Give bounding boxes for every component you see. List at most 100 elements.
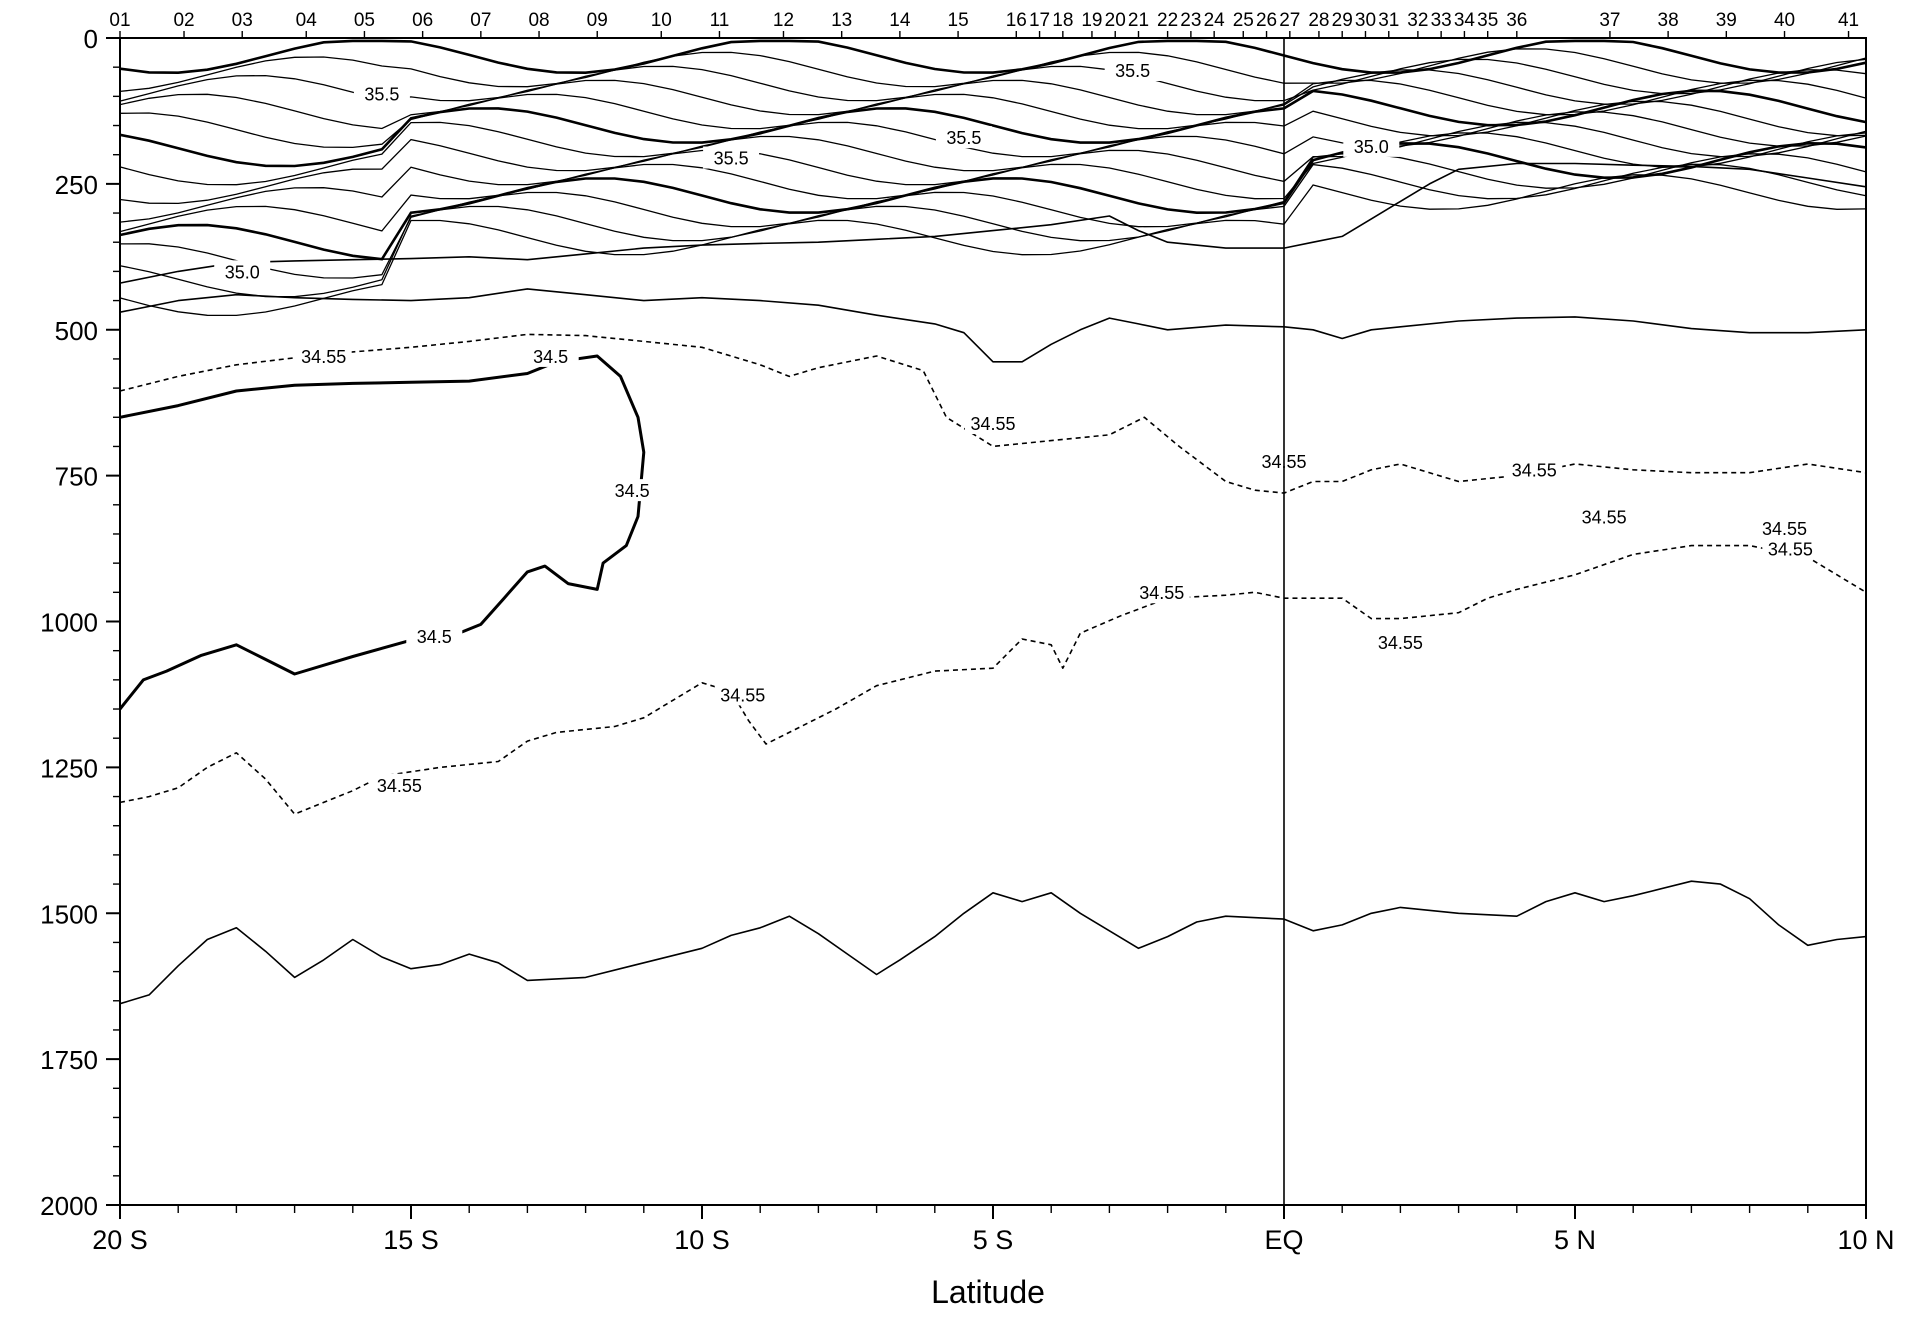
station-label: 18 bbox=[1052, 10, 1073, 31]
x-tick-label: 10 S bbox=[674, 1225, 730, 1255]
contour-label-bg bbox=[522, 344, 579, 367]
y-tick-label: 750 bbox=[55, 462, 98, 492]
upper-isohaline bbox=[119, 141, 1867, 261]
x-tick-label: 5 N bbox=[1554, 1225, 1596, 1255]
contour-label-bg bbox=[1343, 134, 1400, 157]
contour-labels: 35.5 35.5 35.5 35.5 35.0 35.0 34.55 34.5 34.5 34.… bbox=[214, 59, 1819, 796]
contour-label: 34.55 bbox=[970, 414, 1015, 434]
station-label: 16 bbox=[1006, 10, 1027, 31]
contour-label-bg bbox=[1506, 458, 1563, 481]
station-label: 08 bbox=[528, 10, 549, 31]
upper-isohaline bbox=[119, 100, 1867, 186]
contour-label-bg bbox=[1133, 581, 1190, 604]
upper-isohaline bbox=[119, 39, 1867, 75]
x-axis-title: Latitude bbox=[931, 1274, 1045, 1310]
station-label: 34 bbox=[1454, 10, 1476, 31]
y-tick-label: 1500 bbox=[40, 899, 98, 929]
x-tick-label: 20 S bbox=[92, 1225, 148, 1255]
station-label: 29 bbox=[1332, 10, 1353, 31]
contour-label-bg bbox=[1756, 517, 1813, 540]
contour-line bbox=[118, 354, 646, 710]
contour-label: 35.5 bbox=[1115, 61, 1150, 81]
station-label: 33 bbox=[1431, 10, 1452, 31]
station-label: 06 bbox=[412, 10, 433, 31]
station-label: 01 bbox=[109, 10, 130, 31]
y-tick-label: 250 bbox=[55, 170, 98, 200]
station-label: 24 bbox=[1204, 10, 1226, 31]
contour-lines bbox=[118, 162, 1867, 1005]
contour-label-bg bbox=[703, 146, 760, 169]
station-label: 27 bbox=[1279, 10, 1300, 31]
station-label: 22 bbox=[1157, 10, 1178, 31]
station-label: 32 bbox=[1407, 10, 1428, 31]
y-tick-label: 0 bbox=[84, 24, 98, 54]
station-label: 09 bbox=[587, 10, 608, 31]
contour-label-bg bbox=[214, 260, 271, 283]
contour-label: 34.55 bbox=[1768, 539, 1813, 559]
contour-label: 35.5 bbox=[714, 149, 749, 169]
y-tick-label: 1250 bbox=[40, 753, 98, 783]
contour-label-bg bbox=[1576, 505, 1633, 528]
station-label: 07 bbox=[470, 10, 491, 31]
station-label: 35 bbox=[1477, 10, 1498, 31]
station-label: 15 bbox=[948, 10, 969, 31]
contour-label-bg bbox=[935, 126, 992, 149]
upper-isohaline bbox=[119, 58, 1867, 102]
station-label: 30 bbox=[1355, 10, 1376, 31]
y-tick-label: 500 bbox=[55, 316, 98, 346]
contour-line bbox=[119, 880, 1867, 1005]
upper-isohaline bbox=[119, 132, 1867, 233]
contour-label: 34.5 bbox=[533, 347, 568, 367]
upper-isohaline bbox=[119, 174, 1867, 317]
contour-label: 34.55 bbox=[1378, 633, 1423, 653]
station-label: 26 bbox=[1256, 10, 1277, 31]
axes: 0 250 500 750 1000 1250 1500 1750 2000 20 S 15 S 10… bbox=[40, 24, 1894, 1255]
station-label: 19 bbox=[1081, 10, 1102, 31]
contour-label: 35.5 bbox=[364, 84, 399, 104]
x-tick-label: EQ bbox=[1264, 1225, 1303, 1255]
station-label: 17 bbox=[1029, 10, 1050, 31]
station-label: 10 bbox=[651, 10, 672, 31]
y-tick-label: 1750 bbox=[40, 1045, 98, 1075]
contour-label: 34.55 bbox=[720, 685, 765, 705]
upper-isohaline bbox=[119, 48, 1867, 93]
contour-label: 35.5 bbox=[946, 128, 981, 148]
station-label: 23 bbox=[1180, 10, 1201, 31]
contour-line bbox=[119, 544, 1867, 815]
x-tick-label: 15 S bbox=[383, 1225, 439, 1255]
station-label: 12 bbox=[773, 10, 794, 31]
station-labels: 01 02 03 04 05 06 07 08 09 10 11 12 13 14 15 16 17 18 19 20… bbox=[109, 10, 1859, 38]
station-label: 41 bbox=[1838, 10, 1859, 31]
station-label: 21 bbox=[1128, 10, 1149, 31]
x-tick-label: 10 N bbox=[1837, 1225, 1894, 1255]
station-label: 37 bbox=[1599, 10, 1620, 31]
station-label: 14 bbox=[889, 10, 911, 31]
contour-label: 35.0 bbox=[1354, 137, 1389, 157]
station-label: 31 bbox=[1378, 10, 1399, 31]
contour-label: 34.55 bbox=[1139, 583, 1184, 603]
contour-label: 34.55 bbox=[1762, 519, 1807, 539]
contour-label: 34.55 bbox=[301, 347, 346, 367]
station-label: 05 bbox=[354, 10, 375, 31]
station-label: 36 bbox=[1506, 10, 1527, 31]
upper-isohaline bbox=[119, 121, 1867, 223]
x-tick-label: 5 S bbox=[973, 1225, 1014, 1255]
contour-label-bg bbox=[353, 82, 410, 105]
station-label: 25 bbox=[1233, 10, 1254, 31]
plot-frame bbox=[119, 37, 1867, 1206]
upper-isohaline bbox=[119, 163, 1867, 298]
contour-label: 34.55 bbox=[1582, 507, 1627, 527]
contour-label: 34.55 bbox=[1512, 461, 1557, 481]
station-label: 28 bbox=[1308, 10, 1329, 31]
contour-label-bg bbox=[1104, 59, 1161, 82]
upper-isohaline bbox=[119, 111, 1867, 205]
station-label: 02 bbox=[173, 10, 194, 31]
station-label: 03 bbox=[232, 10, 253, 31]
contour-line bbox=[119, 288, 1867, 363]
contour-label: 34.5 bbox=[615, 481, 650, 501]
upper-isohaline bbox=[119, 69, 1867, 130]
contour-label: 35.0 bbox=[225, 262, 260, 282]
station-label: 40 bbox=[1774, 10, 1795, 31]
contour-label-bg bbox=[965, 412, 1021, 435]
